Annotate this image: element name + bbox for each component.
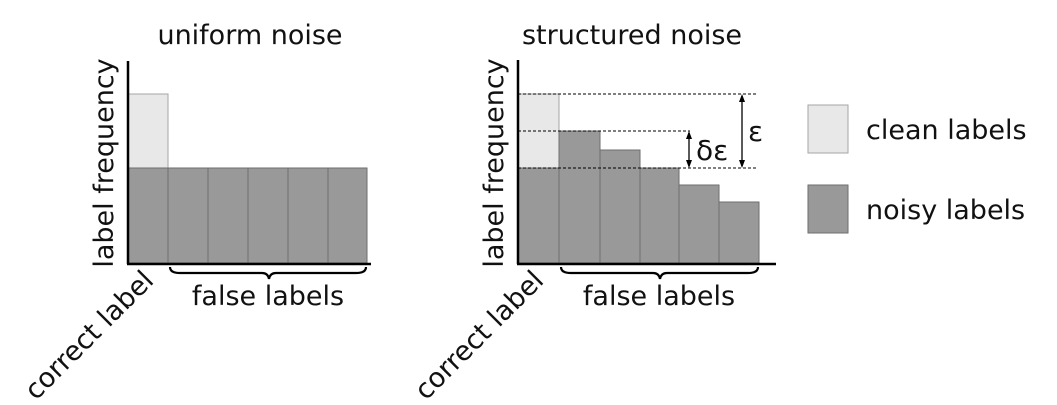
left-false-labels-brace-icon xyxy=(168,266,368,280)
legend-label-noisy: noisy labels xyxy=(866,195,1025,226)
left-false-labels-text: false labels xyxy=(192,281,344,312)
right-bar-false-3 xyxy=(639,167,680,264)
legend: clean labels noisy labels xyxy=(807,104,1027,234)
left-bar-false-4 xyxy=(287,167,329,264)
right-correct-label-text: correct label xyxy=(409,265,550,405)
legend-item-noisy: noisy labels xyxy=(807,184,1025,234)
left-bar-correct-clean xyxy=(127,93,169,169)
left-bar-false-1 xyxy=(167,167,209,264)
right-false-labels-brace-icon xyxy=(559,266,760,280)
right-panel: structured noise label frequency xyxy=(409,20,776,405)
left-bar-false-5 xyxy=(327,167,368,264)
epsilon-label: ε xyxy=(748,115,763,148)
right-bar-correct-noisy xyxy=(517,167,560,264)
right-bar-false-1 xyxy=(558,130,601,264)
delta-epsilon-arrow-icon xyxy=(686,131,692,168)
left-bar-correct-noisy xyxy=(127,167,169,264)
reference-lines xyxy=(518,93,758,169)
legend-swatch-noisy xyxy=(807,184,849,234)
right-false-labels-text: false labels xyxy=(583,281,735,312)
left-bar-false-3 xyxy=(247,167,289,264)
right-bar-false-5 xyxy=(718,201,760,264)
delta-epsilon-label: δε xyxy=(696,134,728,167)
left-bar-false-2 xyxy=(207,167,249,264)
left-panel: uniform noise label frequency false labe… xyxy=(19,20,371,405)
left-y-axis-label: label frequency xyxy=(89,58,120,267)
legend-label-clean: clean labels xyxy=(866,115,1027,146)
right-panel-title: structured noise xyxy=(522,20,742,51)
left-correct-label-text: correct label xyxy=(19,265,160,405)
right-bars xyxy=(517,93,760,264)
legend-item-clean: clean labels xyxy=(807,104,1027,154)
left-bars xyxy=(127,93,368,264)
right-y-axis-label: label frequency xyxy=(479,58,510,267)
epsilon-arrow-icon xyxy=(739,94,745,168)
right-bar-false-4 xyxy=(678,184,720,264)
legend-swatch-clean xyxy=(807,104,849,154)
left-panel-title: uniform noise xyxy=(157,20,342,51)
right-bar-false-2 xyxy=(599,149,641,264)
